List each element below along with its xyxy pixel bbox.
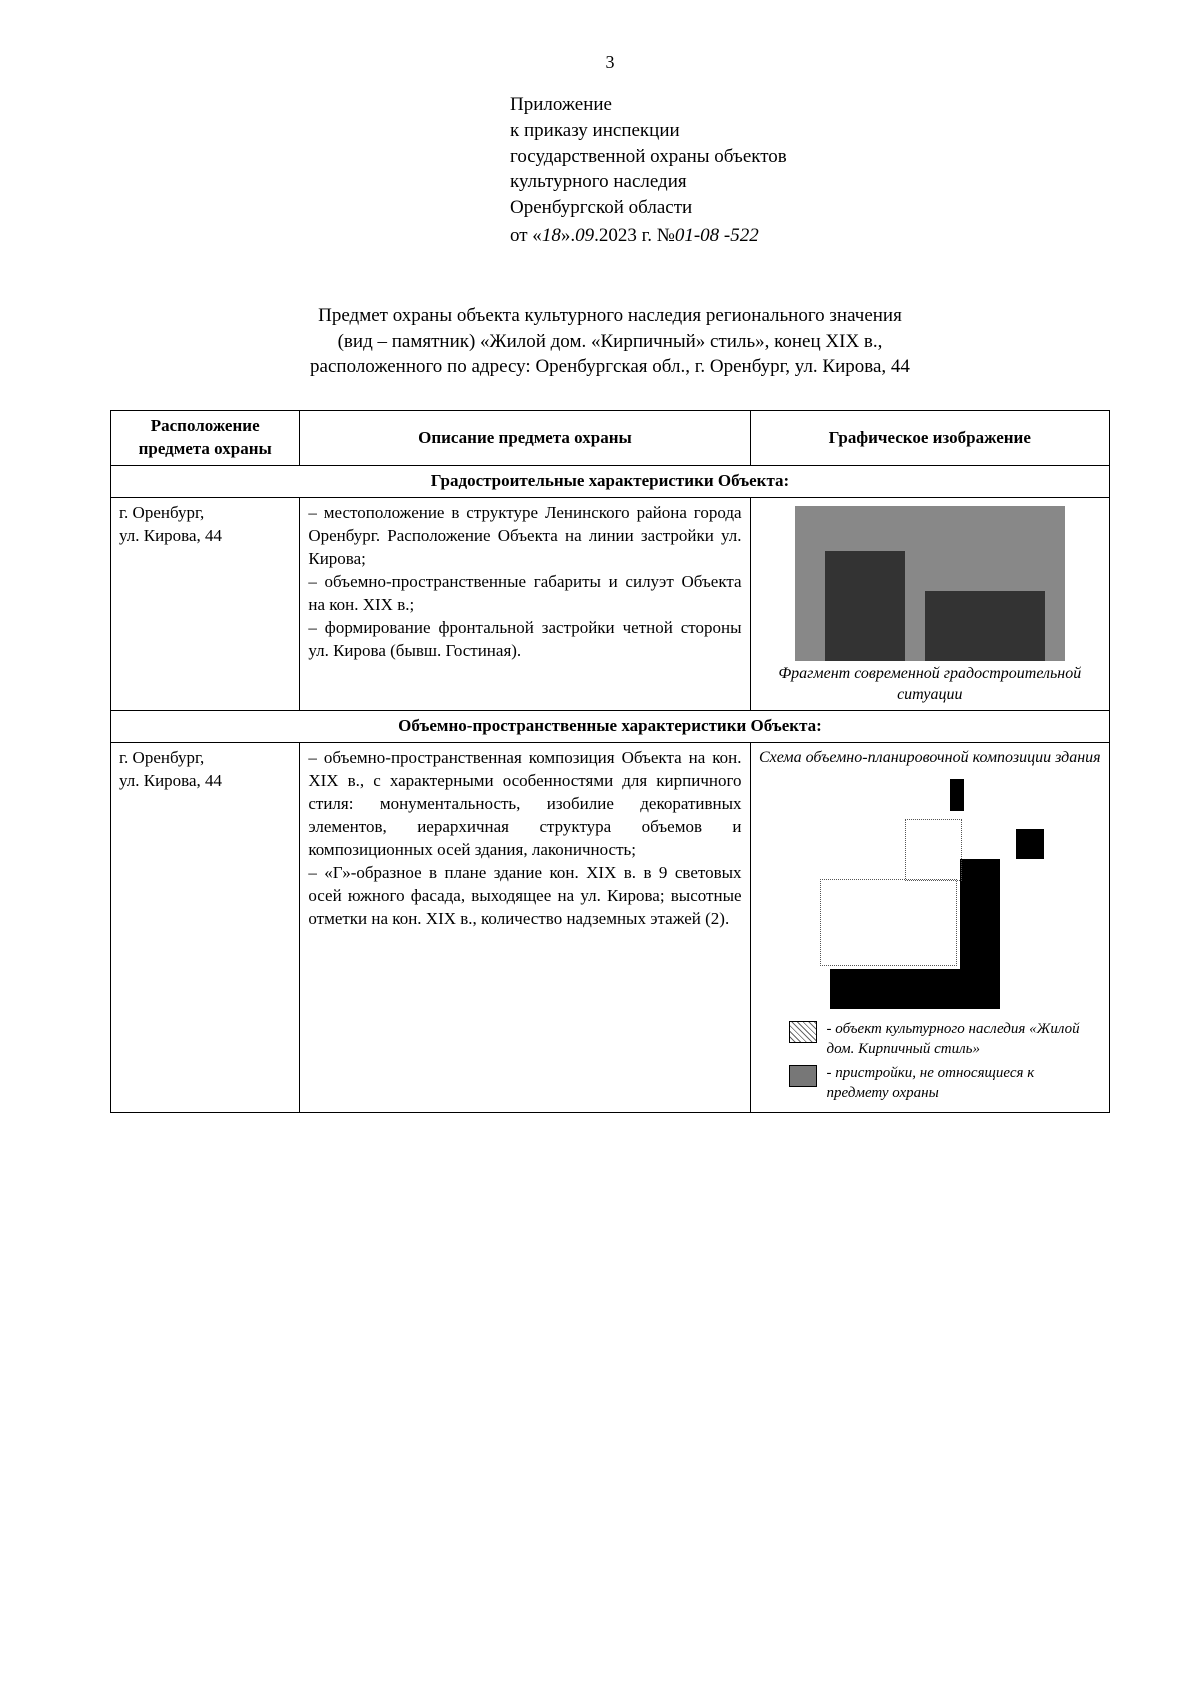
legend-text: - объект культурного наследия «Жилой дом… xyxy=(827,1019,1091,1060)
legend-row: - пристройки, не относящиеся к предмету … xyxy=(789,1063,1091,1104)
cell-image: Фрагмент современной градостроительной с… xyxy=(750,497,1109,710)
section-heading: Объемно-пространственные характеристики … xyxy=(111,711,1110,743)
title-line: (вид – памятник) «Жилой дом. «Кирпичный»… xyxy=(110,329,1110,355)
legend-text: - пристройки, не относящиеся к предмету … xyxy=(827,1063,1091,1104)
image-caption: Схема объемно-планировочной композиции з… xyxy=(759,747,1101,769)
legend-swatch-hatch xyxy=(789,1021,817,1043)
loc-text: г. Оренбург, xyxy=(119,503,204,522)
appendix-block: Приложение к приказу инспекции государст… xyxy=(510,92,1110,248)
cell-location: г. Оренбург, ул. Кирова, 44 xyxy=(111,497,300,710)
desc-text: – местоположение в структуре Ленинского … xyxy=(308,502,741,663)
order-month: 09 xyxy=(575,225,594,246)
legend-row: - объект культурного наследия «Жилой дом… xyxy=(789,1019,1091,1060)
loc-text: г. Оренбург, xyxy=(119,748,204,767)
title-line: расположенного по адресу: Оренбургская о… xyxy=(110,354,1110,380)
th-description: Описание предмета охраны xyxy=(300,411,750,466)
cell-description: – местоположение в структуре Ленинского … xyxy=(300,497,750,710)
appendix-line: государственной охраны объектов xyxy=(510,144,1110,170)
order-day: 18 xyxy=(542,225,561,246)
main-table: Расположение предмета охраны Описание пр… xyxy=(110,410,1110,1113)
plan-scheme xyxy=(810,779,1050,1009)
cell-location: г. Оренбург, ул. Кирова, 44 xyxy=(111,743,300,1113)
order-number: 01-08 -522 xyxy=(675,225,759,246)
scheme-block xyxy=(830,969,1000,1009)
title-line: Предмет охраны объекта культурного насле… xyxy=(110,303,1110,329)
legend: - объект культурного наследия «Жилой дом… xyxy=(789,1019,1091,1104)
scheme-block xyxy=(1016,829,1044,859)
th-location: Расположение предмета охраны xyxy=(111,411,300,466)
cell-description: – объемно-пространственная композиция Об… xyxy=(300,743,750,1113)
scheme-outline xyxy=(905,819,962,881)
scheme-block xyxy=(950,779,964,811)
th-image: Графическое изображение xyxy=(750,411,1109,466)
order-text: от « xyxy=(510,225,542,246)
cell-image: Схема объемно-планировочной композиции з… xyxy=(750,743,1109,1113)
order-text: .2023 г. № xyxy=(594,225,675,246)
desc-text: – объемно-пространственная композиция Об… xyxy=(308,747,741,931)
photo-placeholder xyxy=(795,506,1065,661)
appendix-line: культурного наследия xyxy=(510,169,1110,195)
image-caption: Фрагмент современной градостроительной с… xyxy=(759,663,1101,706)
section-heading: Градостроительные характеристики Объекта… xyxy=(111,465,1110,497)
order-text: ». xyxy=(561,225,575,246)
title-block: Предмет охраны объекта культурного насле… xyxy=(110,303,1110,380)
order-line: от «18».09.2023 г. №01-08 -522 xyxy=(510,223,1110,249)
loc-text: ул. Кирова, 44 xyxy=(119,526,222,545)
appendix-line: Приложение xyxy=(510,92,1110,118)
scheme-outline xyxy=(820,879,957,966)
page-number: 3 xyxy=(110,50,1110,74)
appendix-line: Оренбургской области xyxy=(510,195,1110,221)
appendix-line: к приказу инспекции xyxy=(510,118,1110,144)
loc-text: ул. Кирова, 44 xyxy=(119,771,222,790)
legend-swatch-gray xyxy=(789,1065,817,1087)
